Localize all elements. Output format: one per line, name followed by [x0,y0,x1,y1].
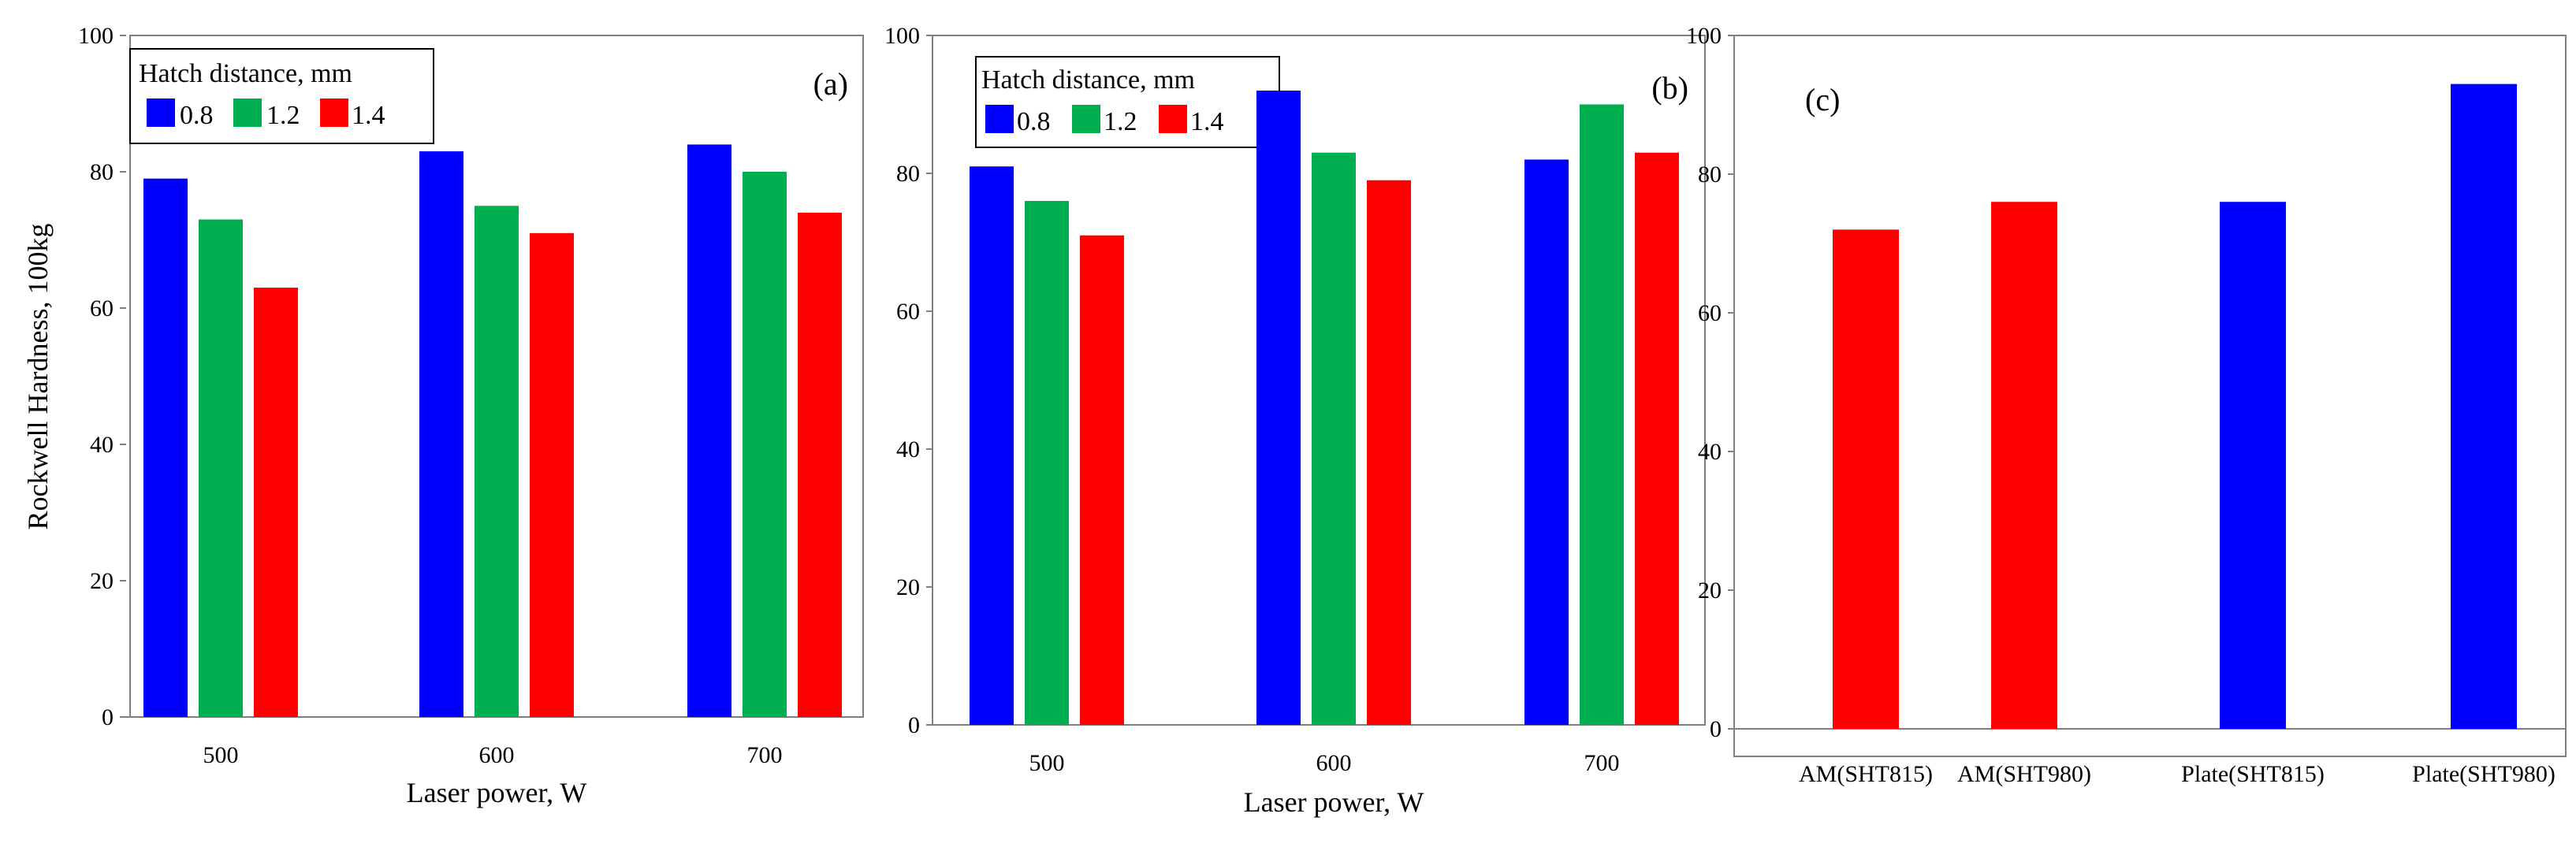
legend-swatch-0-8 [147,98,175,127]
x-tick-label-b: 600 [1316,750,1352,776]
legend-label-1-2: 1.2 [1104,107,1137,136]
bar-b-0-8-500 [970,166,1014,725]
bar-a-0-8-500 [143,178,188,717]
legend-label-1-4: 1.4 [1190,107,1224,136]
bar-b-1-4-500 [1080,235,1124,725]
legend-box-a [129,48,434,144]
x-axis-title-a: Laser power, W [407,777,587,808]
bar-c-3 [2220,202,2286,729]
x-tick-label-a: 500 [203,742,239,768]
legend-label-1-2: 1.2 [266,101,300,130]
y-tick-label-c: 20 [1698,578,1722,604]
legend-label-0-8: 0.8 [180,101,214,130]
y-tick-label-c: 100 [1686,23,1722,49]
y-tick-label-a: 0 [102,704,114,730]
legend-swatch-0-8 [985,105,1014,133]
x-tick-label-c: AM(SHT980) [1957,761,2091,787]
x-tick-label-c: Plate(SHT815) [2181,761,2325,787]
bar-a-1-2-600 [475,206,519,717]
bar-b-1-4-700 [1635,152,1679,725]
y-tick-label-b: 100 [884,23,920,49]
legend-swatch-1-2 [1072,105,1100,133]
y-tick-label-a: 80 [90,159,114,185]
panel-label-b: (b) [1651,70,1688,106]
y-tick-label-a: 100 [78,23,114,49]
y-tick-label-c: 80 [1698,162,1722,188]
panel-c: (c) 0 20 40 60 80 100 AM(SHT815) AM(SHT980) Plat… [1686,23,2567,787]
legend-title-a: Hatch distance, mm [139,59,352,88]
legend-label-0-8: 0.8 [1017,107,1051,136]
panel-a: (a) Rockwell Hardness, 100kg Laser power… [22,23,864,808]
plot-frame-c [1733,35,2567,757]
x-tick-label-c: Plate(SHT980) [2412,761,2556,787]
legend-b: Hatch distance, mm 0.8 1.2 1.4 [975,56,1280,148]
bar-b-1-2-600 [1312,152,1356,725]
x-tick-label-a: 600 [479,742,515,768]
legend-a: Hatch distance, mm 0.8 1.2 1.4 [129,48,434,144]
bar-a-1-4-600 [530,232,574,718]
bar-a-1-4-500 [254,288,298,717]
bar-a-1-2-700 [743,172,787,717]
panel-label-c: (c) [1805,82,1840,117]
bar-c-4 [2451,84,2517,730]
x-tick-label-b: 500 [1029,750,1065,776]
x-tick-label-a: 700 [747,742,783,768]
legend-title-b: Hatch distance, mm [981,65,1195,95]
bar-a-0-8-600 [419,151,463,718]
y-tick-label-c: 40 [1698,439,1722,465]
legend-swatch-1-4 [1159,105,1187,133]
y-tick-label-b: 80 [896,161,920,187]
y-tick-label-b: 40 [896,437,920,463]
bar-b-0-8-700 [1524,159,1569,725]
legend-label-1-4: 1.4 [352,101,385,130]
bar-b-1-2-700 [1580,104,1624,725]
y-tick-label-a: 40 [90,432,114,458]
x-axis-title-b: Laser power, W [1244,786,1424,818]
legend-swatch-1-2 [233,98,262,127]
panel-b: (b) Laser power, W Hatch distance, mm 0.… [884,23,1706,818]
y-axis-title-a: Rockwell Hardness, 100kg [22,224,54,530]
y-tick-label-c: 0 [1710,716,1722,742]
bar-c-1 [1833,229,1899,729]
x-tick-label-c: AM(SHT815) [1799,761,1933,787]
y-tick-label-b: 60 [896,299,920,325]
bar-c-2 [1991,202,2057,729]
panel-label-a: (a) [813,66,848,102]
bar-b-1-2-500 [1025,201,1069,725]
y-tick-label-a: 60 [90,295,114,321]
x-tick-label-b: 700 [1584,750,1620,776]
y-tick-label-b: 20 [896,574,920,600]
bar-b-1-4-600 [1367,180,1411,725]
bar-a-1-2-500 [199,219,243,717]
legend-swatch-1-4 [320,98,348,127]
y-tick-label-c: 60 [1698,300,1722,326]
bar-a-1-4-700 [798,212,842,717]
bar-b-0-8-600 [1256,91,1301,725]
y-tick-label-b: 0 [908,712,920,738]
y-tick-label-a: 20 [90,568,114,594]
bar-a-0-8-700 [687,144,731,717]
